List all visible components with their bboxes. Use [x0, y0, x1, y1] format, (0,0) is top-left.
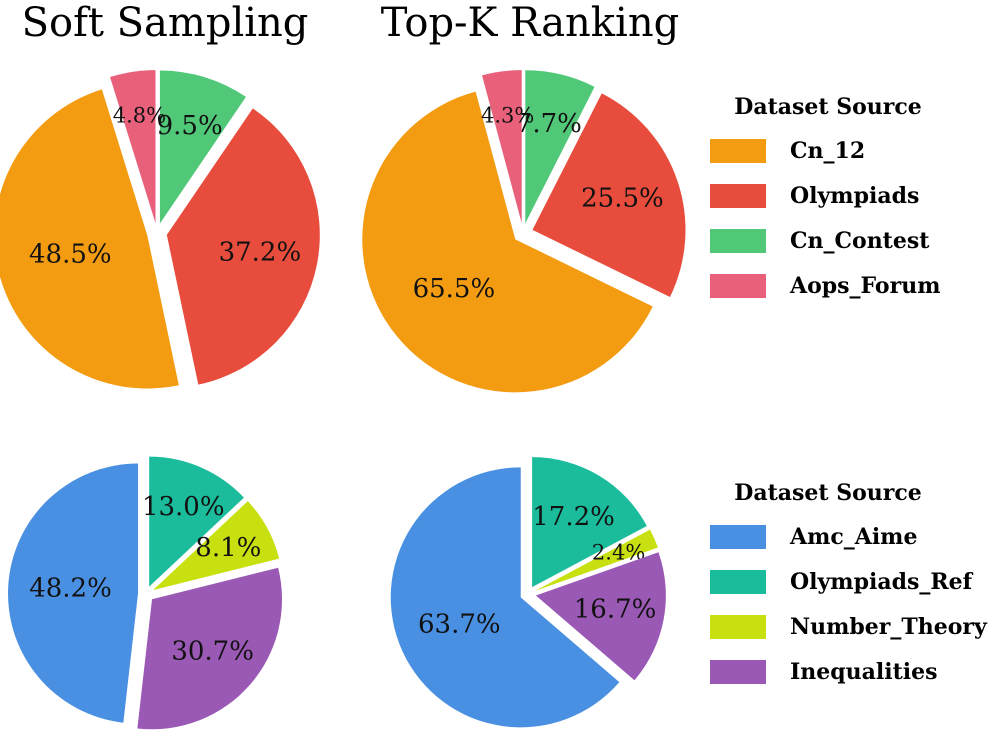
legend-title: Dataset Source [734, 94, 922, 120]
legend-1: Dataset Source Cn_12 Olympiads Cn_Contest Ao… [710, 94, 940, 299]
pie-label-cn-12: 48.5% [29, 240, 112, 270]
pie-label-aops-forum: 4.8% [113, 104, 166, 128]
legend-swatch-cn-12 [710, 139, 766, 163]
pie-slice-cn-contest [525, 70, 595, 224]
pie-label-olympiads: 37.2% [219, 237, 302, 267]
pie-slice-number-theory [153, 501, 280, 591]
column-title-soft-sampling: Soft Sampling [22, 0, 309, 46]
pie-label-amc-aime: 48.2% [29, 574, 112, 604]
pie-slice-cn-contest [159, 70, 246, 224]
legend-label-olympiads: Olympiads [790, 183, 919, 209]
pie-slice-amc-aime [8, 463, 139, 723]
legend-swatch-inequalities [710, 660, 766, 684]
pie-label-number-theory: 8.1% [195, 533, 261, 563]
legend-title: Dataset Source [734, 480, 922, 506]
pie-label-cn-contest: 7.7% [516, 109, 582, 139]
pie-label-olympiads-ref: 13.0% [142, 492, 225, 522]
pie-slice-aops-forum [110, 70, 156, 224]
legend-swatch-amc-aime [710, 525, 766, 549]
legend-swatch-aops-forum [710, 274, 766, 298]
pie-label-inequalities: 16.7% [574, 594, 657, 624]
legend-swatch-number-theory [710, 615, 766, 639]
legend-swatch-cn-contest [710, 229, 766, 253]
pie-label-aops-forum: 4.3% [481, 103, 534, 127]
pie-slice-olympiads [166, 108, 320, 385]
pie-label-amc-aime: 63.7% [418, 610, 501, 640]
pie-slice-aops-forum [482, 70, 522, 224]
pie-slice-inequalities [535, 552, 666, 681]
legend-swatch-olympiads-ref [710, 570, 766, 594]
pie-label-cn-12: 65.5% [413, 274, 496, 304]
legend-label-inequalities: Inequalities [790, 659, 938, 685]
pie-slice-number-theory [535, 529, 658, 591]
pie-label-olympiads: 25.5% [581, 184, 664, 214]
pie-slice-amc-aime [390, 467, 620, 728]
pie-label-cn-contest: 9.5% [157, 111, 223, 141]
pie-slice-olympiads [532, 93, 686, 297]
pie-slice-olympiads-ref [149, 456, 244, 587]
pie-slice-olympiads-ref [532, 457, 647, 588]
pie-chart-3: 13.0% 8.1% 30.7% 48.2% [8, 456, 283, 730]
legend-label-olympiads-ref: Olympiads_Ref [790, 569, 974, 595]
legend-label-aops-forum: Aops_Forum [789, 273, 940, 299]
legend-swatch-olympiads [710, 184, 766, 208]
pie-chart-4: 17.2%2.4%16.7%63.7% [390, 457, 666, 728]
pie-chart-2: 7.7% 25.5% 65.5% 4.3% [362, 70, 686, 393]
pie-chart-1: 9.5% 37.2% 48.5% 4.8% [0, 70, 320, 389]
pie-label-olympiads-ref: 17.2% [532, 502, 615, 532]
legend-label-amc-aime: Amc_Aime [789, 524, 917, 550]
pie-slice-inequalities [137, 567, 283, 730]
pie-charts: 9.5% 37.2% 48.5% 4.8% 7.7% 25.5% 65.5% 4.3% 13.0… [0, 70, 686, 730]
legend-label-cn-12: Cn_12 [790, 138, 865, 164]
legend-label-cn-contest: Cn_Contest [790, 228, 930, 254]
legend-label-number-theory: Number_Theory [790, 614, 988, 640]
column-title-top-k-ranking: Top-K Ranking [381, 0, 679, 46]
pie-slice-cn-12 [362, 91, 653, 393]
pie-label-inequalities: 30.7% [171, 636, 254, 666]
pie-slice-cn-12 [0, 89, 179, 389]
legend-2: Dataset Source Amc_Aime Olympiads_Ref Numbe… [710, 480, 988, 685]
legends: Dataset Source Cn_12 Olympiads Cn_Contest Ao… [710, 94, 988, 685]
